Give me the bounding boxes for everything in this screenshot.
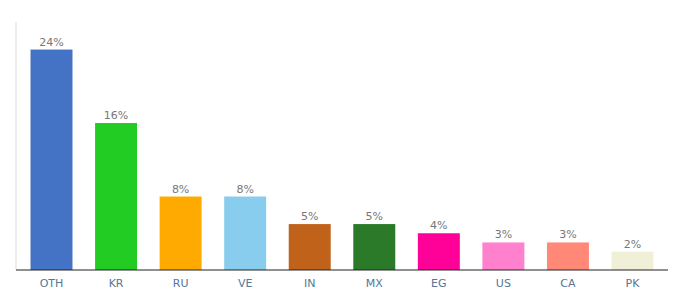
data-label: 3%	[559, 228, 576, 241]
bar	[612, 252, 654, 270]
data-label: 24%	[39, 36, 63, 49]
data-label: 4%	[430, 219, 447, 232]
bar	[418, 233, 460, 270]
x-tick-label: RU	[173, 277, 189, 290]
bar	[95, 123, 137, 270]
bar	[160, 197, 202, 270]
y-axis-line	[16, 22, 17, 270]
data-label: 3%	[495, 228, 512, 241]
bar	[482, 242, 524, 270]
x-tick-label: IN	[304, 277, 315, 290]
bars	[31, 50, 654, 270]
x-tick-label: US	[496, 277, 511, 290]
x-axis-line	[16, 269, 668, 270]
chart-container: 24% 16% 8% 8% 5% 5% 4% 3% 3% 2% OTH KR RU VE IN MX EG US C…	[0, 0, 680, 300]
bar	[547, 242, 589, 270]
x-tick-label: EG	[431, 277, 446, 290]
data-label: 8%	[236, 183, 253, 196]
data-label: 5%	[366, 210, 383, 223]
data-label: 16%	[104, 109, 128, 122]
bar	[289, 224, 331, 270]
x-tick-label: MX	[366, 277, 383, 290]
data-label: 8%	[172, 183, 189, 196]
bar	[31, 50, 73, 270]
data-label: 5%	[301, 210, 318, 223]
x-tick-label: CA	[560, 277, 576, 290]
data-labels: 24% 16% 8% 8% 5% 5% 4% 3% 3% 2%	[39, 36, 641, 251]
bar	[224, 197, 266, 270]
x-tick-label: KR	[109, 277, 124, 290]
x-tick-labels: OTH KR RU VE IN MX EG US CA PK	[40, 277, 641, 290]
x-tick-label: OTH	[40, 277, 64, 290]
bar	[353, 224, 395, 270]
chart: 24% 16% 8% 8% 5% 5% 4% 3% 3% 2% OTH KR RU VE IN MX EG US C…	[0, 0, 680, 300]
data-label: 2%	[624, 238, 641, 251]
x-tick-label: PK	[626, 277, 641, 290]
x-tick-label: VE	[238, 277, 253, 290]
